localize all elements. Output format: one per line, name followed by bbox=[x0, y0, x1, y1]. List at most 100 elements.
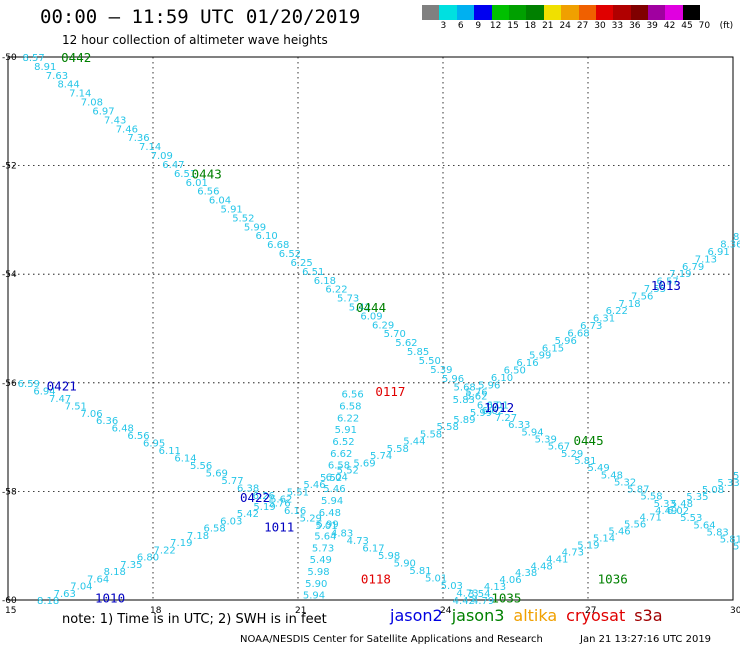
pass-label: 1012 bbox=[484, 400, 514, 415]
pass-label: 0422 bbox=[240, 490, 270, 505]
page-subtitle: 12 hour collection of altimeter wave hei… bbox=[62, 33, 328, 47]
color-scale-label: 6 bbox=[457, 21, 464, 31]
color-scale-label: 30 bbox=[594, 21, 606, 31]
pass-label: 1010 bbox=[95, 590, 125, 605]
wave-height-value: 6.04 bbox=[209, 196, 231, 207]
wave-height-value: 7.19 bbox=[669, 269, 691, 280]
wave-height-value: 4.13 bbox=[484, 582, 506, 593]
color-scale-unit: (ft) bbox=[719, 21, 734, 31]
track: 5.835.765.966.106.506.165.996.155.966.68… bbox=[453, 232, 740, 406]
pass-label: 0445 bbox=[574, 433, 604, 448]
latitude-tick-label: -50 bbox=[2, 53, 17, 63]
wave-height-value: 6.11 bbox=[159, 446, 181, 457]
latitude-tick-label: -60 bbox=[2, 596, 17, 606]
pass-label: 0444 bbox=[356, 300, 386, 315]
wave-height-value: 7.47 bbox=[49, 394, 71, 405]
wave-height-value: 5.58 bbox=[437, 422, 459, 433]
wave-height-value: 5.64 bbox=[314, 531, 336, 542]
color-swatch bbox=[508, 5, 527, 20]
wave-height-value: 6.36 bbox=[96, 416, 118, 427]
wave-height-value: 5.33 bbox=[717, 478, 739, 489]
wave-height-value: 5.51 bbox=[287, 487, 309, 498]
latitude-tick-label: -58 bbox=[2, 487, 17, 497]
wave-height-value: 6.52 bbox=[279, 249, 301, 260]
wave-height-value: 5.03 bbox=[441, 581, 463, 592]
wave-height-value: 6.95 bbox=[143, 439, 165, 450]
wave-height-value: 6.47 bbox=[162, 160, 184, 171]
wave-height-value: 6.16 bbox=[516, 358, 538, 369]
color-swatch bbox=[595, 5, 614, 20]
color-swatch bbox=[456, 5, 475, 20]
wave-height-value: 5.91 bbox=[221, 204, 243, 215]
wave-height-value: 5.58 bbox=[420, 429, 442, 440]
longitude-tick-label: 27 bbox=[585, 606, 596, 616]
wave-height-value: 7.19 bbox=[170, 538, 192, 549]
wave-height-value: 4.73 bbox=[562, 547, 584, 558]
track: 6.596.947.477.517.066.366.486.566.956.11… bbox=[18, 379, 495, 607]
track: 6.627.276.335.945.395.675.295.815.495.48… bbox=[482, 406, 740, 553]
wave-height-value: 5.90 bbox=[394, 559, 416, 570]
wave-height-value: 6.22 bbox=[337, 413, 359, 424]
wave-height-value: 5.96 bbox=[733, 542, 740, 553]
wave-height-value: 7.27 bbox=[495, 413, 517, 424]
wave-height-value: 6.51 bbox=[174, 169, 196, 180]
wave-height-value: 6.97 bbox=[92, 106, 114, 117]
wave-height-value: 7.43 bbox=[104, 115, 126, 126]
color-scale-label: 39 bbox=[646, 21, 658, 31]
wave-height-value: 5.39 bbox=[535, 435, 557, 446]
pass-label: 1035 bbox=[491, 590, 521, 605]
wave-height-value: 6.58 bbox=[328, 461, 350, 472]
color-scale-label: 9 bbox=[475, 21, 482, 31]
wave-height-value: 4.71 bbox=[640, 513, 662, 524]
color-scale-label: 18 bbox=[524, 21, 537, 31]
wave-height-value: 5.01 bbox=[315, 521, 337, 532]
axis-ticks: 15 18 21 24 27 30 -50 -52 -54 -56 -58 -60 bbox=[2, 53, 740, 616]
wave-height-value: 5.81 bbox=[574, 456, 596, 467]
wave-height-value: 4.48 bbox=[531, 561, 553, 572]
wave-height-value: 5.73 bbox=[337, 294, 359, 305]
color-swatch bbox=[526, 5, 544, 20]
wave-height-value: 6.01 bbox=[487, 401, 509, 412]
wave-height-value: 6.94 bbox=[33, 386, 55, 397]
wave-height-value: 4.79 bbox=[472, 596, 494, 607]
wave-height-value: 5.42 bbox=[349, 303, 371, 314]
wave-height-value: 6.59 bbox=[18, 379, 40, 390]
wave-height-value: 6.50 bbox=[504, 365, 526, 376]
wave-height-value: 5.46 bbox=[303, 480, 325, 491]
wave-height-value: 6.10 bbox=[491, 373, 513, 384]
track: 8.578.917.638.447.147.086.977.437.467.36… bbox=[23, 53, 500, 412]
wave-height-value: 5.19 bbox=[253, 502, 275, 513]
color-scale-label: 15 bbox=[507, 21, 519, 31]
wave-height-value: 5.76 bbox=[268, 499, 290, 510]
wave-height-value: 6.56 bbox=[197, 187, 219, 198]
pass-label: 0117 bbox=[375, 384, 405, 399]
wave-height-value: 5.99 bbox=[244, 222, 266, 233]
wave-height-value: 5.53 bbox=[680, 513, 702, 524]
wave-height-value: 7.14 bbox=[139, 142, 161, 153]
wave-height-value: 5.62 bbox=[465, 392, 487, 403]
wave-height-value: 6.38 bbox=[237, 484, 259, 495]
map-frame bbox=[7, 56, 734, 601]
wave-height-value: 5.48 bbox=[601, 470, 623, 481]
satellite-legend: jason2 jason3 altika cryosat s3a bbox=[390, 606, 672, 625]
wave-height-value: 6.22 bbox=[606, 306, 628, 317]
wave-height-value: 5.49 bbox=[310, 555, 332, 566]
wave-height-value: 5.44 bbox=[733, 471, 740, 482]
wave-height-value: 6.68 bbox=[567, 328, 589, 339]
latitude-tick-label: -52 bbox=[2, 162, 17, 172]
wave-height-value: 5.91 bbox=[335, 425, 357, 436]
wave-height-value: 8.44 bbox=[57, 80, 79, 91]
wave-height-value: 5.98 bbox=[378, 551, 400, 562]
wave-height-value: 6.25 bbox=[290, 258, 312, 269]
wave-height-value: 5.87 bbox=[627, 485, 649, 496]
color-scale-label: 33 bbox=[611, 21, 624, 31]
wave-height-value: 6.73 bbox=[580, 321, 602, 332]
wave-height-value: 6.56 bbox=[127, 431, 149, 442]
wave-height-value: 5.77 bbox=[221, 476, 243, 487]
wave-height-value: 5.69 bbox=[353, 458, 375, 469]
pass-label: 1036 bbox=[598, 571, 628, 586]
color-swatch bbox=[630, 5, 649, 20]
color-scale-label: 42 bbox=[663, 21, 676, 31]
wave-height-value: 6.22 bbox=[325, 285, 347, 296]
